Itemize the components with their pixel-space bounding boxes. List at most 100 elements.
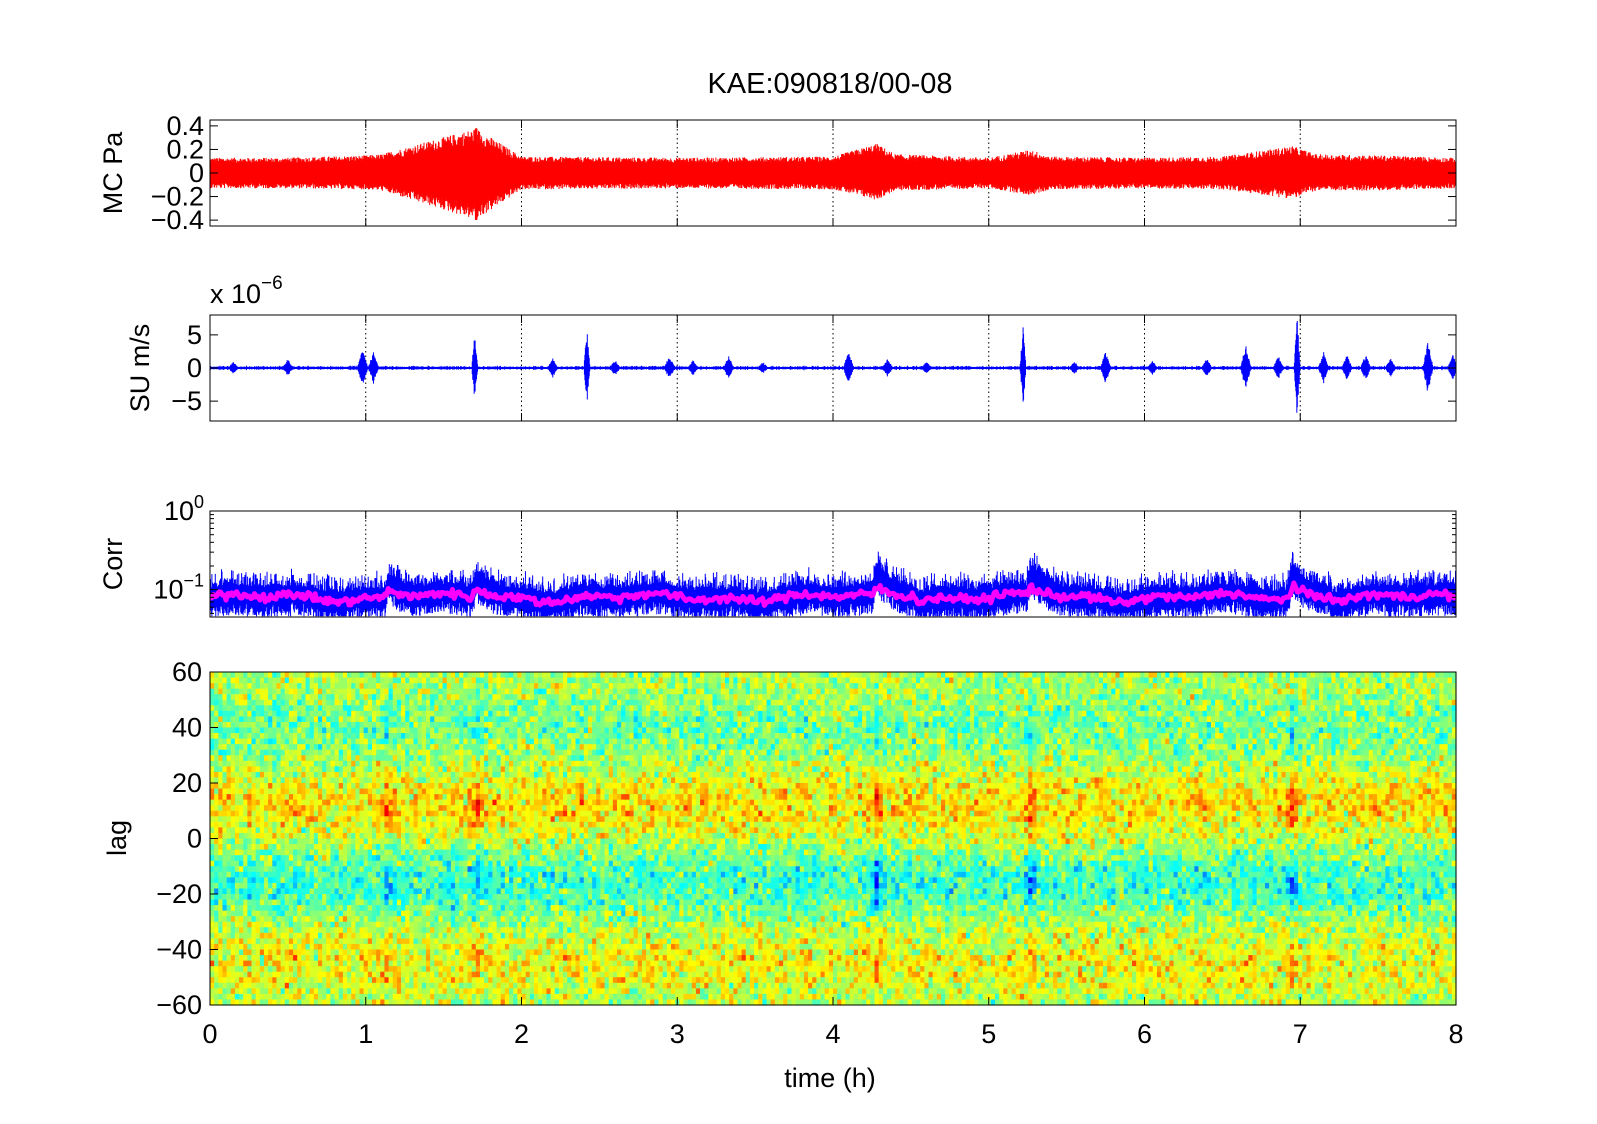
heatmap-cell — [371, 877, 377, 884]
heatmap-cell — [347, 860, 352, 867]
heatmap-cell — [430, 733, 435, 740]
heatmap-cell — [301, 982, 307, 989]
heatmap-cell — [214, 688, 219, 695]
heatmap-cell — [492, 777, 498, 784]
heatmap-cell — [326, 993, 332, 1001]
heatmap-cell — [430, 844, 435, 851]
heatmap-cell — [430, 966, 435, 973]
heatmap-cell — [455, 677, 460, 684]
heatmap-cell — [471, 816, 477, 823]
heatmap-cell — [500, 738, 506, 745]
heatmap-cell — [467, 694, 473, 701]
heatmap-cell — [259, 777, 265, 784]
heatmap-cell — [347, 938, 352, 945]
heatmap-cell — [517, 721, 523, 729]
heatmap-cell — [513, 805, 518, 812]
heatmap-cell — [342, 766, 348, 773]
heatmap-cell — [355, 888, 361, 895]
heatmap-cell — [322, 999, 327, 1006]
heatmap-cell — [492, 927, 498, 934]
heatmap-cell — [334, 677, 340, 684]
heatmap-cell — [351, 977, 356, 984]
heatmap-cell — [455, 993, 460, 1001]
heatmap-cell — [538, 849, 543, 856]
heatmap-cell — [359, 744, 365, 751]
heatmap-cell — [359, 966, 365, 973]
heatmap-cell — [401, 960, 406, 967]
heatmap-cell — [384, 971, 390, 978]
heatmap-cell — [359, 694, 365, 701]
heatmap-cell — [284, 921, 290, 928]
heatmap-cell — [330, 816, 336, 823]
heatmap-cell — [301, 716, 307, 723]
heatmap-cell — [214, 927, 219, 934]
heatmap-cell — [442, 810, 448, 817]
heatmap-cell — [434, 921, 440, 928]
heatmap-cell — [459, 993, 464, 1001]
heatmap-cell — [309, 760, 315, 767]
heatmap-cell — [467, 844, 473, 851]
heatmap-cell — [525, 988, 531, 995]
heatmap-cell — [268, 993, 273, 1001]
heatmap-cell — [214, 749, 219, 756]
heatmap-cell — [251, 949, 257, 956]
heatmap-cell — [338, 749, 344, 756]
heatmap-cell — [284, 949, 290, 956]
heatmap-cell — [288, 899, 294, 906]
heatmap-cell — [363, 771, 369, 779]
heatmap-cell — [305, 727, 311, 734]
heatmap-cell — [517, 749, 523, 756]
heatmap-cell — [347, 832, 352, 840]
heatmap-cell — [417, 938, 423, 945]
heatmap-cell — [210, 788, 215, 795]
heatmap-cell — [234, 683, 240, 690]
heatmap-cell — [496, 882, 502, 890]
heatmap-cell — [326, 866, 332, 873]
heatmap-cell — [363, 788, 369, 795]
heatmap-cell — [434, 866, 440, 873]
heatmap-cell — [234, 949, 240, 956]
heatmap-cell — [434, 888, 440, 895]
heatmap-cell — [251, 855, 257, 862]
heatmap-cell — [214, 849, 219, 856]
heatmap-cell — [384, 932, 390, 939]
heatmap-cell — [330, 716, 336, 723]
heatmap-cell — [239, 788, 244, 795]
heatmap-cell — [450, 771, 456, 779]
heatmap-cell — [293, 993, 298, 1001]
heatmap-cell — [488, 749, 494, 756]
heatmap-cell — [288, 982, 294, 989]
heatmap-cell — [347, 738, 352, 745]
heatmap-cell — [259, 749, 265, 756]
heatmap-cell — [210, 866, 215, 873]
heatmap-cell — [376, 899, 381, 906]
heatmap-cell — [367, 943, 373, 951]
heatmap-cell — [347, 821, 352, 828]
heatmap-cell — [214, 860, 219, 867]
heatmap-cell — [234, 849, 240, 856]
heatmap-cell — [380, 827, 386, 834]
heatmap-cell — [317, 677, 323, 684]
heatmap-cell — [301, 744, 307, 751]
heatmap-cell — [475, 816, 481, 823]
heatmap-cell — [367, 877, 373, 884]
heatmap-cell — [492, 849, 498, 856]
heatmap-cell — [284, 877, 290, 884]
heatmap-cell — [509, 982, 514, 989]
heatmap-cell — [513, 832, 518, 840]
heatmap-cell — [434, 838, 440, 845]
heatmap-cell — [276, 760, 282, 767]
heatmap-cell — [263, 977, 269, 984]
heatmap-cell — [363, 932, 369, 939]
heatmap-cell — [338, 832, 344, 840]
heatmap-cell — [430, 710, 435, 717]
heatmap-cell — [218, 710, 224, 717]
heatmap-cell — [479, 733, 485, 740]
heatmap-cell — [268, 988, 273, 995]
heatmap-cell — [355, 960, 361, 967]
heatmap-cell — [479, 816, 485, 823]
heatmap-cell — [500, 760, 506, 767]
heatmap-cell — [347, 771, 352, 779]
heatmap-cell — [255, 683, 261, 690]
heatmap-cell — [442, 788, 448, 795]
